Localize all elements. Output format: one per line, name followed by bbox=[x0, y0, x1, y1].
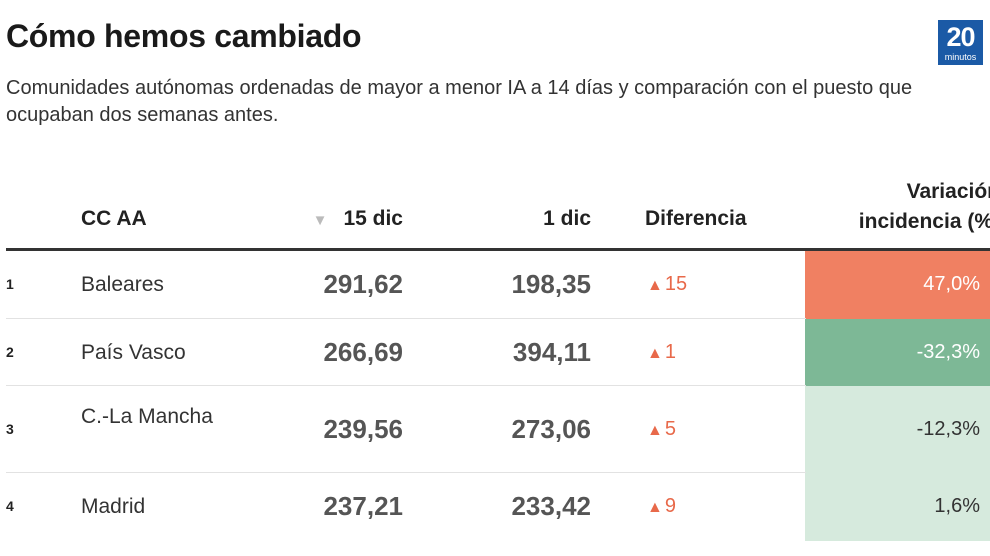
row-rank: 3 bbox=[6, 420, 14, 437]
column-header-variacion[interactable]: Variación incidencia (%) bbox=[760, 177, 990, 237]
row-ccaa-name: Baleares bbox=[81, 273, 164, 296]
row-divider bbox=[6, 385, 806, 386]
column-header-variacion-line1: Variación bbox=[906, 180, 990, 203]
triangle-up-icon: ▲ bbox=[647, 499, 663, 516]
row-rank: 4 bbox=[6, 498, 14, 514]
triangle-up-icon: ▲ bbox=[647, 277, 663, 294]
row-value-15-dic: 291,62 bbox=[323, 269, 403, 299]
row-variacion-cell: 47,0% bbox=[805, 251, 990, 319]
row-diferencia-value: 1 bbox=[664, 340, 676, 363]
row-variacion-cell: -32,3% bbox=[805, 319, 990, 386]
table-row: 3 C.-La Mancha 239,56 273,06 ▲ 5 -12,3% bbox=[6, 386, 990, 473]
triangle-up-icon: ▲ bbox=[647, 344, 663, 362]
row-divider bbox=[6, 472, 806, 473]
row-value-1-dic: 198,35 bbox=[511, 269, 591, 299]
row-ccaa-name: Madrid bbox=[81, 495, 146, 518]
logo-word: minutos bbox=[944, 52, 977, 62]
row-value-15-dic: 239,56 bbox=[323, 413, 403, 444]
row-diferencia-value: 15 bbox=[664, 273, 688, 295]
logo-number: 20 bbox=[946, 22, 975, 52]
row-variacion-value: 47,0% bbox=[923, 273, 980, 295]
row-variacion-value: -32,3% bbox=[916, 340, 980, 363]
row-variacion-cell: 1,6% bbox=[805, 473, 990, 541]
row-value-1-dic: 394,11 bbox=[512, 336, 591, 367]
sort-down-triangle-icon: ▼ bbox=[312, 212, 328, 229]
table-row: 2 País Vasco 266,69 394,11 ▲ 1 -32,3% bbox=[6, 319, 990, 386]
row-diferencia-value: 9 bbox=[664, 495, 676, 517]
table-row: 1 Baleares 291,62 198,35 ▲ 15 47,0% bbox=[6, 251, 990, 319]
header-rule bbox=[6, 248, 990, 251]
20minutos-logo[interactable]: 20 minutos bbox=[938, 20, 983, 65]
row-variacion-cell: -12,3% bbox=[805, 386, 990, 473]
row-divider bbox=[6, 318, 806, 319]
row-ccaa-name: C.-La Mancha bbox=[81, 404, 213, 428]
row-diferencia: ▲ 1 bbox=[647, 341, 676, 364]
column-header-variacion-line2: incidencia (%) bbox=[858, 210, 990, 233]
column-header-ccaa: CC AA bbox=[81, 207, 147, 230]
row-variacion-value: -12,3% bbox=[916, 417, 980, 440]
column-header-15-dic[interactable]: ▼ 15 dic bbox=[300, 207, 403, 231]
column-header-15-dic-label: 15 dic bbox=[343, 207, 403, 230]
row-diferencia: ▲ 9 bbox=[647, 495, 676, 518]
row-diferencia: ▲ 5 bbox=[647, 418, 676, 441]
row-value-15-dic: 237,21 bbox=[323, 491, 403, 521]
column-header-diferencia[interactable]: Diferencia bbox=[645, 207, 747, 230]
row-rank: 1 bbox=[6, 276, 14, 292]
column-header-1-dic[interactable]: 1 dic bbox=[543, 207, 591, 230]
chart-subtitle: Comunidades autónomas ordenadas de mayor… bbox=[6, 77, 913, 126]
row-value-15-dic: 266,69 bbox=[323, 336, 403, 367]
row-diferencia: ▲ 15 bbox=[647, 273, 687, 296]
row-diferencia-value: 5 bbox=[664, 417, 676, 440]
triangle-up-icon: ▲ bbox=[647, 421, 663, 439]
row-variacion-value: 1,6% bbox=[934, 495, 980, 517]
chart-title: Cómo hemos cambiado bbox=[6, 18, 362, 54]
table-row: 4 Madrid 237,21 233,42 ▲ 9 1,6% bbox=[6, 473, 990, 541]
row-value-1-dic: 273,06 bbox=[511, 413, 591, 444]
row-value-1-dic: 233,42 bbox=[511, 491, 591, 521]
row-ccaa-name: País Vasco bbox=[81, 340, 186, 364]
row-rank: 2 bbox=[6, 343, 14, 360]
